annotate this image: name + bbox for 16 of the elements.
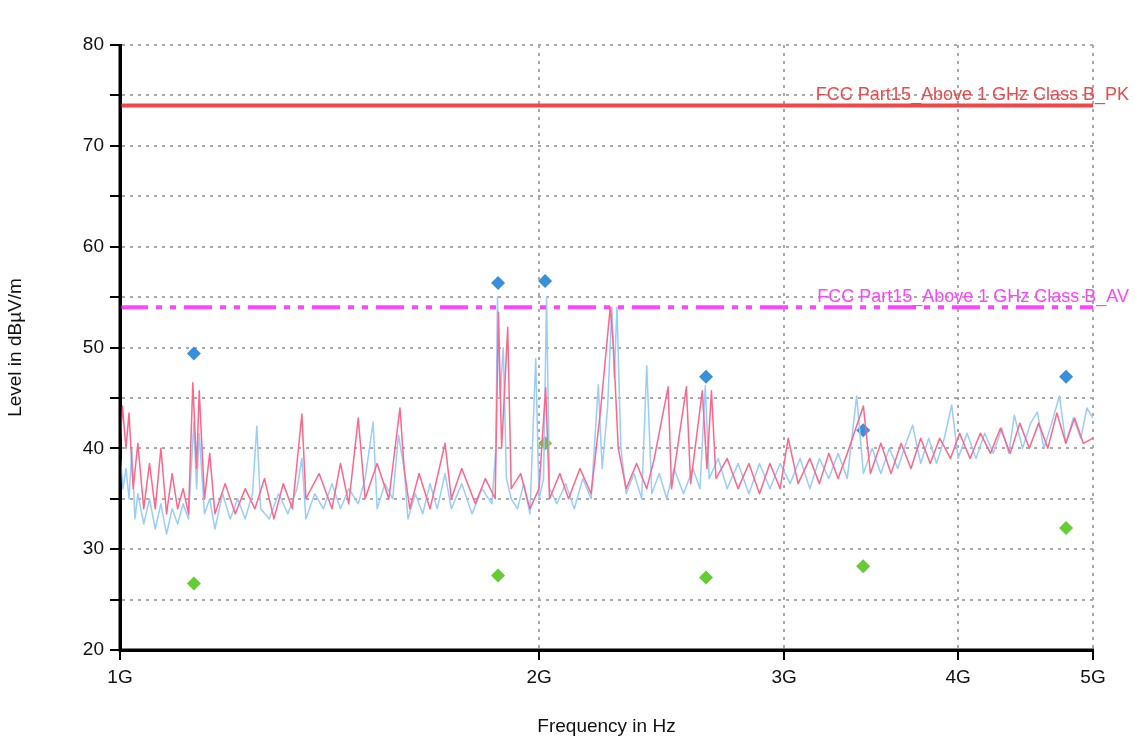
y-axis-title: Level in dBµV/m bbox=[3, 278, 25, 417]
y-tick-label: 80 bbox=[82, 33, 104, 55]
y-tick-label: 30 bbox=[82, 537, 104, 559]
x-axis-title: Frequency in Hz bbox=[537, 714, 676, 736]
y-tick-label: 50 bbox=[82, 335, 104, 357]
x-tick-label: 5G bbox=[1080, 665, 1106, 687]
ref-line-label: FCC Part15_Above 1 GHz Class B_PK bbox=[815, 84, 1129, 106]
x-tick-label: 4G bbox=[945, 665, 971, 687]
x-tick-label: 1G bbox=[107, 665, 133, 687]
y-tick-label: 60 bbox=[82, 234, 104, 256]
x-tick-label: 3G bbox=[771, 665, 797, 687]
y-tick-label: 70 bbox=[82, 134, 104, 156]
ref-line-label: FCC Part15_Above 1 GHz Class B_AV bbox=[817, 286, 1129, 308]
y-tick-label: 40 bbox=[82, 436, 104, 458]
x-tick-label: 2G bbox=[526, 665, 552, 687]
y-tick-label: 20 bbox=[82, 638, 104, 660]
